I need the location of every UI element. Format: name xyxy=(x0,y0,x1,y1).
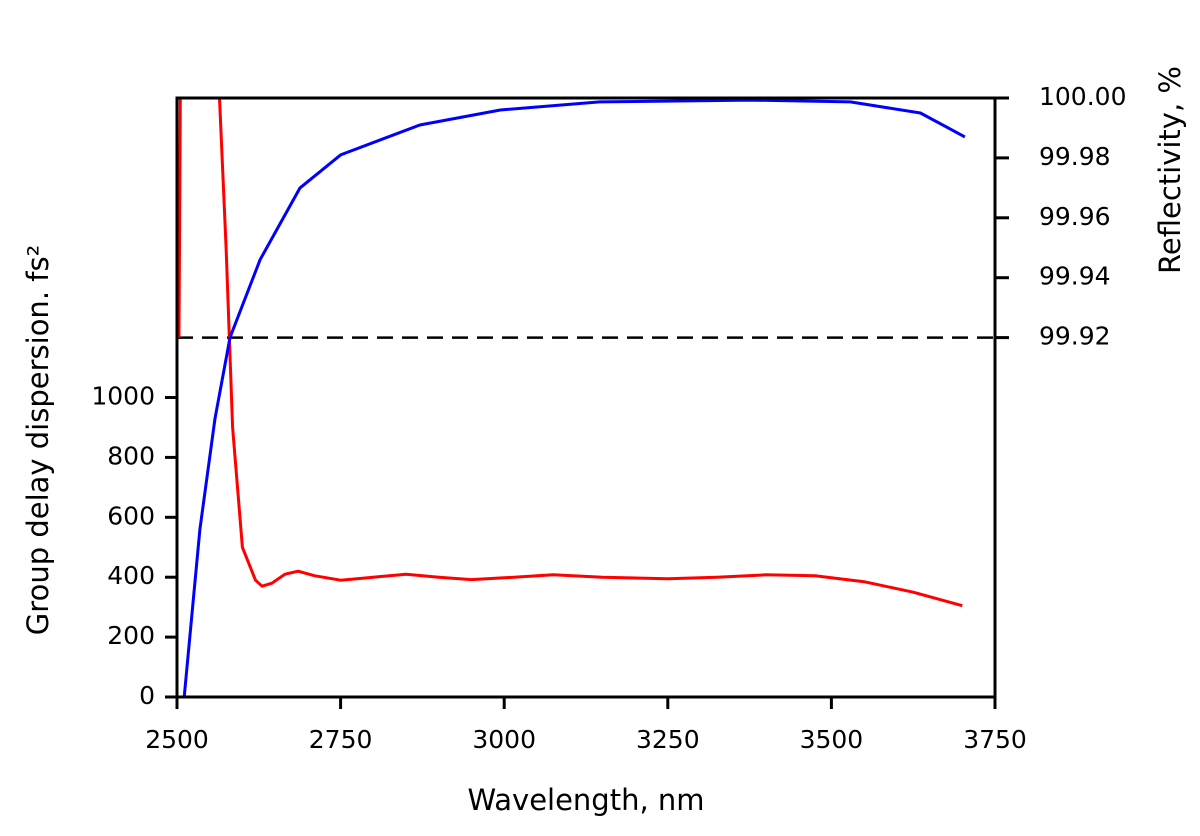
x-tick-label: 3500 xyxy=(800,725,864,754)
y-tick-label: 800 xyxy=(107,441,155,470)
y-tick-label: 0 xyxy=(139,681,155,710)
y-tick-label: 1000 xyxy=(91,382,155,411)
y2-tick-label: 99.92 xyxy=(1039,322,1111,351)
x-axis-label: Wavelength, nm xyxy=(467,783,704,817)
x-tick-label: 2500 xyxy=(145,725,209,754)
x-tick-label: 3000 xyxy=(472,725,536,754)
y-axis-label: Group delay dispersion. fs² xyxy=(21,245,55,635)
data-line xyxy=(182,98,966,697)
data-line xyxy=(177,98,963,608)
y2-tick-label: 99.96 xyxy=(1039,202,1111,231)
x-tick-label: 2750 xyxy=(309,725,373,754)
x-tick-label: 3750 xyxy=(963,725,1027,754)
y-tick-label: 600 xyxy=(107,501,155,530)
x-tick-label: 3250 xyxy=(636,725,700,754)
y2-tick-label: 100.00 xyxy=(1039,82,1126,111)
y2-tick-label: 99.94 xyxy=(1039,262,1111,291)
y-tick-label: 200 xyxy=(107,621,155,650)
y2-tick-label: 99.98 xyxy=(1039,142,1111,171)
y2-axis-label: Reflectivity, % xyxy=(1153,66,1187,274)
y-tick-label: 400 xyxy=(107,561,155,590)
